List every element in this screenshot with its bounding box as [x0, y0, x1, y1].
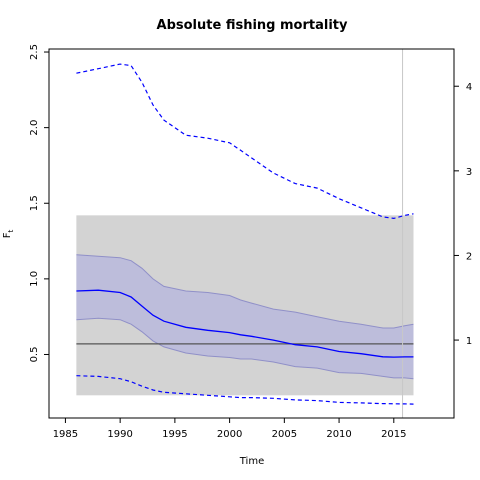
x-axis: 1985 1990 1995 2000 2005 2010 2015: [53, 418, 407, 440]
dashed-upper-line: [76, 63, 414, 220]
x-tick-label: 2005: [272, 429, 297, 440]
x-axis-label: Time: [239, 456, 264, 467]
y-tick-label: 1.5: [29, 195, 40, 211]
y-tick-label: 0.5: [29, 347, 40, 363]
chart-title: Absolute fishing mortality: [157, 18, 348, 33]
y-axis-left: 0.5 1.0 1.5 2.0 2.5: [29, 44, 49, 362]
y-axis-label: Ft: [2, 229, 15, 238]
dashed-lower-line: [76, 375, 414, 405]
band-upper-edge: [76, 254, 414, 329]
x-tick-label: 1990: [107, 429, 132, 440]
y-tick-label: 2.0: [29, 120, 40, 136]
y-axis-label-main: F: [2, 232, 13, 238]
plot-area: [76, 49, 414, 418]
estimate-line: [76, 289, 414, 358]
x-tick-label: 2010: [326, 429, 351, 440]
y2-tick-label: 4: [466, 82, 472, 93]
x-tick-label: 1985: [53, 429, 78, 440]
svg-text:Ft: Ft: [2, 229, 15, 238]
y2-tick-label: 3: [466, 167, 472, 178]
band-lower-edge: [76, 317, 414, 380]
y-axis-label-subscript: t: [7, 229, 15, 232]
y-tick-label: 2.5: [29, 44, 40, 60]
confidence-band: [76, 254, 414, 379]
y-axis-right: 1 2 3 4: [454, 82, 472, 347]
x-tick-label: 2000: [217, 429, 242, 440]
y-tick-label: 1.0: [29, 271, 40, 287]
plot-frame: [48, 48, 455, 419]
y2-tick-label: 2: [466, 251, 472, 262]
x-tick-label: 2015: [381, 429, 406, 440]
x-tick-label: 1995: [162, 429, 187, 440]
y2-tick-label: 1: [466, 336, 472, 347]
